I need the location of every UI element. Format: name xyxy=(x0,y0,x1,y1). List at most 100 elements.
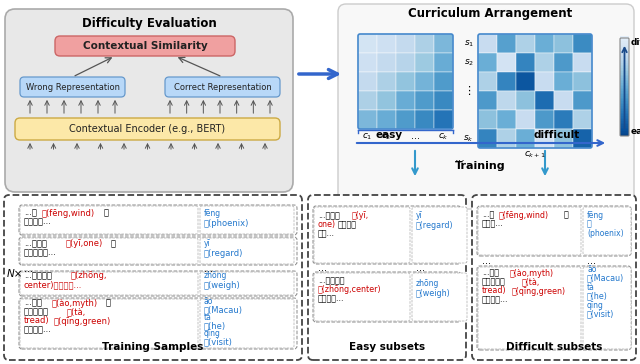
FancyBboxPatch shape xyxy=(308,195,466,360)
Bar xyxy=(620,99,629,101)
Bar xyxy=(516,110,535,129)
FancyBboxPatch shape xyxy=(338,4,634,209)
Text: Easy subsets: Easy subsets xyxy=(349,342,425,352)
Text: tà: tà xyxy=(587,282,595,292)
Text: qīng: qīng xyxy=(204,329,221,339)
Text: 澳(Macau): 澳(Macau) xyxy=(587,273,624,282)
Text: $c_k$: $c_k$ xyxy=(438,131,449,142)
Bar xyxy=(415,110,434,129)
Bar xyxy=(377,91,396,110)
Text: 我们吃饭...: 我们吃饭... xyxy=(24,325,52,335)
Text: difficult: difficult xyxy=(631,38,640,47)
Text: Curriculum Arrangement: Curriculum Arrangement xyxy=(408,7,572,20)
Bar xyxy=(516,72,535,91)
Bar xyxy=(620,64,629,66)
FancyBboxPatch shape xyxy=(477,266,631,350)
Bar xyxy=(396,34,415,53)
Text: difficult: difficult xyxy=(534,130,580,140)
Text: Wrong Representation: Wrong Representation xyxy=(26,83,120,91)
Bar xyxy=(620,37,629,40)
FancyBboxPatch shape xyxy=(412,273,467,321)
Text: fēng: fēng xyxy=(204,209,221,218)
Bar xyxy=(620,46,629,48)
Text: 以(regard): 以(regard) xyxy=(416,222,454,230)
Text: 踏(tà,: 踏(tà, xyxy=(67,308,86,317)
FancyBboxPatch shape xyxy=(200,272,294,295)
Bar xyxy=(377,110,396,129)
Text: 他(he): 他(he) xyxy=(204,321,226,331)
Bar xyxy=(478,129,497,148)
Bar xyxy=(620,126,629,128)
Bar xyxy=(620,59,629,61)
FancyBboxPatch shape xyxy=(583,207,631,255)
Bar xyxy=(516,129,535,148)
Text: 手表...: 手表... xyxy=(318,229,335,238)
Text: Training Samples: Training Samples xyxy=(102,342,204,352)
Bar xyxy=(620,109,629,111)
Bar xyxy=(620,67,629,70)
Text: tà: tà xyxy=(204,313,212,323)
FancyBboxPatch shape xyxy=(15,118,280,140)
Text: 中(zhōng,: 中(zhōng, xyxy=(71,272,108,281)
Text: 奥(ào,myth): 奥(ào,myth) xyxy=(510,269,554,277)
Bar xyxy=(535,34,554,53)
Text: Contextual Similarity: Contextual Similarity xyxy=(83,41,207,51)
Bar xyxy=(573,110,592,129)
Bar xyxy=(620,122,629,124)
Text: tread): tread) xyxy=(24,317,50,325)
Bar xyxy=(620,71,629,73)
Text: āo: āo xyxy=(587,265,596,273)
Text: 一(yī,: 一(yī, xyxy=(352,211,369,221)
Text: 友打电话，: 友打电话， xyxy=(24,308,49,317)
Bar xyxy=(396,110,415,129)
Bar xyxy=(620,102,629,104)
Bar xyxy=(554,53,573,72)
Text: āo: āo xyxy=(204,297,213,306)
Text: Contextual Encoder (e.g., BERT): Contextual Encoder (e.g., BERT) xyxy=(69,124,225,134)
Bar xyxy=(358,110,377,129)
FancyBboxPatch shape xyxy=(19,271,297,296)
Bar xyxy=(620,127,629,129)
Bar xyxy=(478,72,497,91)
Text: Difficult subsets: Difficult subsets xyxy=(506,342,602,352)
Text: 他(he): 他(he) xyxy=(587,292,608,301)
Bar xyxy=(620,54,629,56)
Bar xyxy=(620,79,629,81)
Bar xyxy=(620,87,629,90)
Text: $c_1$: $c_1$ xyxy=(362,131,372,142)
Bar xyxy=(620,74,629,76)
Text: 风(phoenix): 风(phoenix) xyxy=(204,218,250,228)
Bar xyxy=(516,53,535,72)
Text: 风(fēng,wind): 风(fēng,wind) xyxy=(42,209,95,218)
Text: ...: ... xyxy=(454,153,465,163)
Bar xyxy=(620,52,629,55)
Bar xyxy=(478,91,497,110)
FancyBboxPatch shape xyxy=(19,237,297,265)
Bar xyxy=(620,39,629,41)
FancyBboxPatch shape xyxy=(4,195,302,360)
FancyBboxPatch shape xyxy=(20,77,125,97)
Bar xyxy=(620,58,629,60)
FancyBboxPatch shape xyxy=(412,207,467,263)
Bar xyxy=(396,53,415,72)
Bar xyxy=(620,120,629,123)
Bar xyxy=(554,110,573,129)
Bar xyxy=(535,110,554,129)
Bar xyxy=(620,61,629,63)
Text: Correct Representation: Correct Representation xyxy=(173,83,271,91)
Bar xyxy=(516,34,535,53)
Bar xyxy=(620,115,629,118)
Text: 凤: 凤 xyxy=(564,210,569,219)
Text: 重(weigh): 重(weigh) xyxy=(204,281,241,289)
FancyBboxPatch shape xyxy=(314,207,410,263)
Text: 风: 风 xyxy=(587,219,592,229)
Bar xyxy=(497,72,516,91)
Text: fēng: fēng xyxy=(587,210,604,219)
Bar xyxy=(415,91,434,110)
Bar xyxy=(620,66,629,68)
Bar xyxy=(620,62,629,64)
Bar xyxy=(620,112,629,114)
Text: $c_2$: $c_2$ xyxy=(381,131,392,142)
Text: (phoenix): (phoenix) xyxy=(587,229,623,237)
Bar xyxy=(377,53,396,72)
